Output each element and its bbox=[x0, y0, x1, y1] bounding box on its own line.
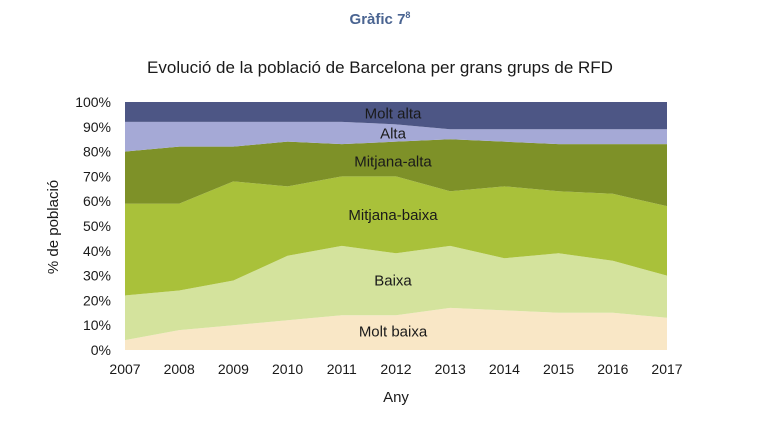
y-tick-label: 30% bbox=[83, 268, 111, 284]
series-label-baixa: Baixa bbox=[374, 273, 412, 290]
x-axis-label: Any bbox=[383, 389, 409, 406]
area-mitjana-alta bbox=[125, 139, 667, 207]
y-tick-label: 70% bbox=[83, 168, 111, 184]
area-molt-baixa bbox=[125, 307, 667, 350]
y-tick-label: 20% bbox=[83, 292, 111, 308]
chart-title: Evolució de la població de Barcelona per… bbox=[147, 58, 613, 77]
y-tick-label: 60% bbox=[83, 193, 111, 209]
series-label-molt-baixa: Molt baixa bbox=[359, 323, 428, 340]
y-axis-ticks: 0% 10% 20% 30% 40% 50% 60% 70% 80% 90% 100% bbox=[75, 94, 111, 358]
series-label-mitjana-alta: Mitjana-alta bbox=[354, 154, 432, 171]
series-labels: Molt baixa Baixa Mitjana-baixa Mitjana-alta… bbox=[348, 106, 438, 341]
x-tick-label: 2008 bbox=[164, 361, 195, 377]
x-tick-label: 2014 bbox=[489, 361, 520, 377]
x-tick-label: 2009 bbox=[218, 361, 249, 377]
x-tick-label: 2015 bbox=[543, 361, 574, 377]
y-tick-label: 100% bbox=[75, 94, 111, 110]
area-baixa bbox=[125, 245, 667, 341]
x-tick-label: 2017 bbox=[651, 361, 682, 377]
x-axis-ticks: 2007 2008 2009 2010 2011 2012 2013 2014 2015 2016… bbox=[109, 361, 682, 377]
y-tick-label: 10% bbox=[83, 317, 111, 333]
figure-footnote: 8 bbox=[405, 10, 411, 20]
figure-number: Gràfic 78 bbox=[349, 10, 411, 28]
series-label-alta: Alta bbox=[380, 125, 407, 142]
x-tick-label: 2007 bbox=[109, 361, 140, 377]
y-tick-label: 50% bbox=[83, 218, 111, 234]
x-tick-label: 2010 bbox=[272, 361, 303, 377]
area-molt-alta bbox=[125, 102, 667, 130]
y-axis-label: % de població bbox=[45, 180, 62, 274]
y-tick-label: 0% bbox=[91, 342, 111, 358]
y-tick-label: 90% bbox=[83, 119, 111, 135]
x-tick-label: 2013 bbox=[435, 361, 466, 377]
series-label-molt-alta: Molt alta bbox=[365, 106, 422, 123]
series-label-mitjana-baixa: Mitjana-baixa bbox=[348, 207, 438, 224]
x-tick-label: 2011 bbox=[327, 361, 357, 377]
y-tick-label: 80% bbox=[83, 144, 111, 160]
x-tick-label: 2012 bbox=[380, 361, 411, 377]
area-layers bbox=[125, 102, 667, 350]
y-tick-label: 40% bbox=[83, 243, 111, 259]
area-mitjana-baixa bbox=[125, 176, 667, 296]
x-tick-label: 2016 bbox=[597, 361, 628, 377]
